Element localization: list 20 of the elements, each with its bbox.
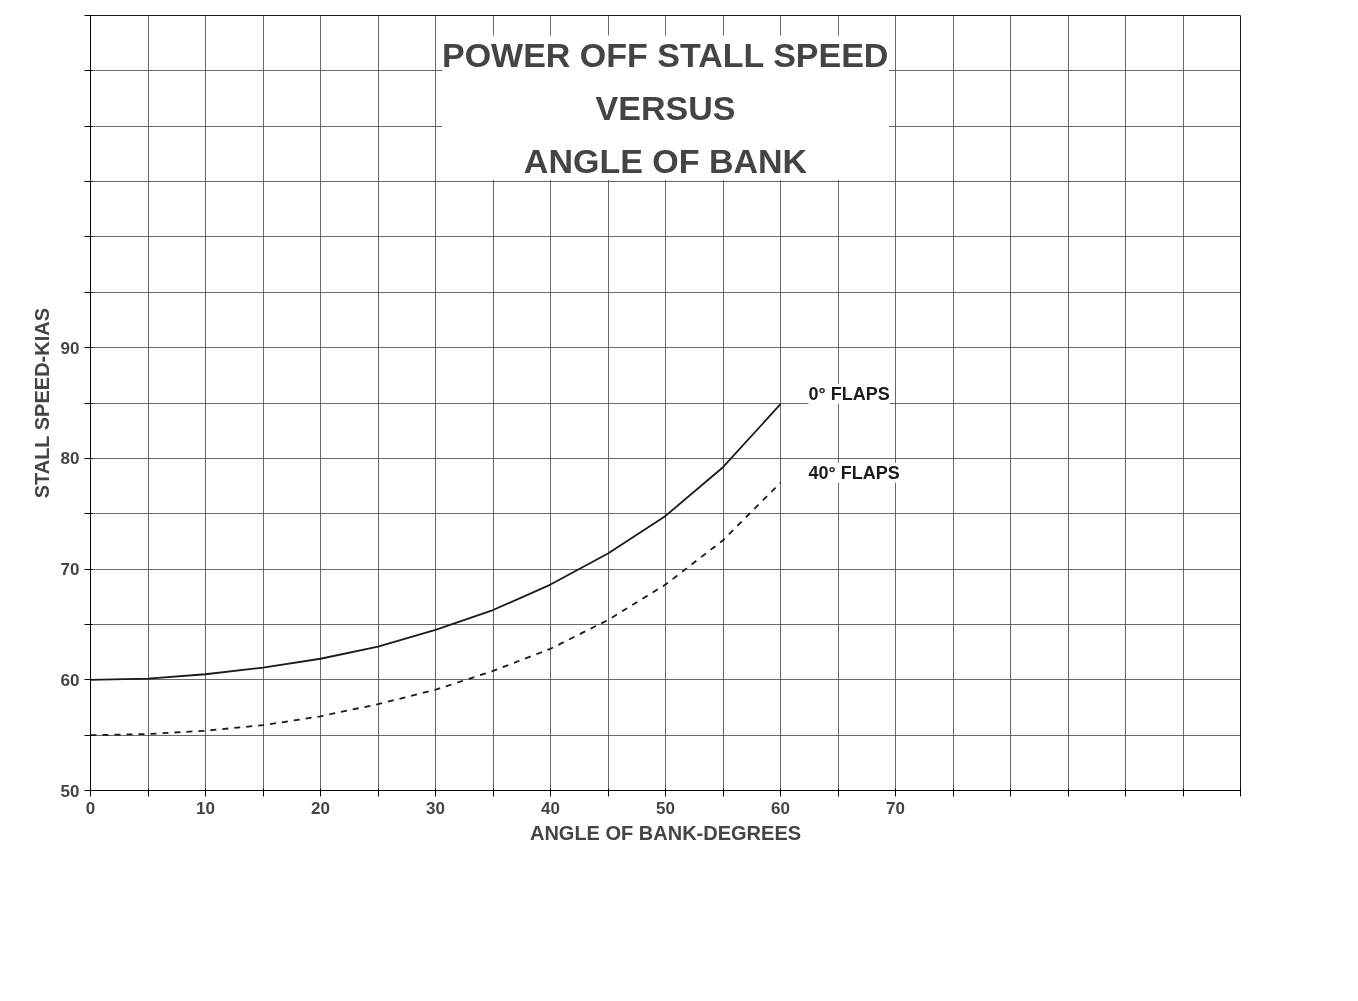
x-tick-label: 50	[656, 798, 675, 818]
series-label: 0° FLAPS	[808, 384, 890, 405]
x-tick-label: 10	[196, 798, 215, 818]
x-tick-label: 30	[426, 798, 445, 818]
series-label: 40° FLAPS	[808, 462, 900, 483]
y-tick-label: 80	[60, 449, 80, 469]
x-tick-label: 40	[541, 798, 560, 818]
x-tick-label: 20	[311, 798, 330, 818]
text: POWER OFF STALL SPEED VERSUS ANGLE OF BANK	[441, 35, 889, 180]
y-axis-title: STALL SPEED-KIAS	[30, 307, 53, 499]
x-tick-label: 0	[85, 798, 96, 818]
y-tick-label: 70	[60, 560, 80, 580]
y-tick-label: 90	[60, 338, 80, 358]
y-tick-label: 50	[60, 781, 80, 801]
line-series	[90, 403, 782, 681]
x-tick-label: 70	[886, 798, 905, 818]
x-axis-title: ANGLE OF BANK-DEGREES	[529, 821, 802, 844]
x-tick-label: 60	[771, 798, 790, 818]
line-series	[90, 481, 782, 737]
y-tick-label: 60	[60, 670, 80, 690]
